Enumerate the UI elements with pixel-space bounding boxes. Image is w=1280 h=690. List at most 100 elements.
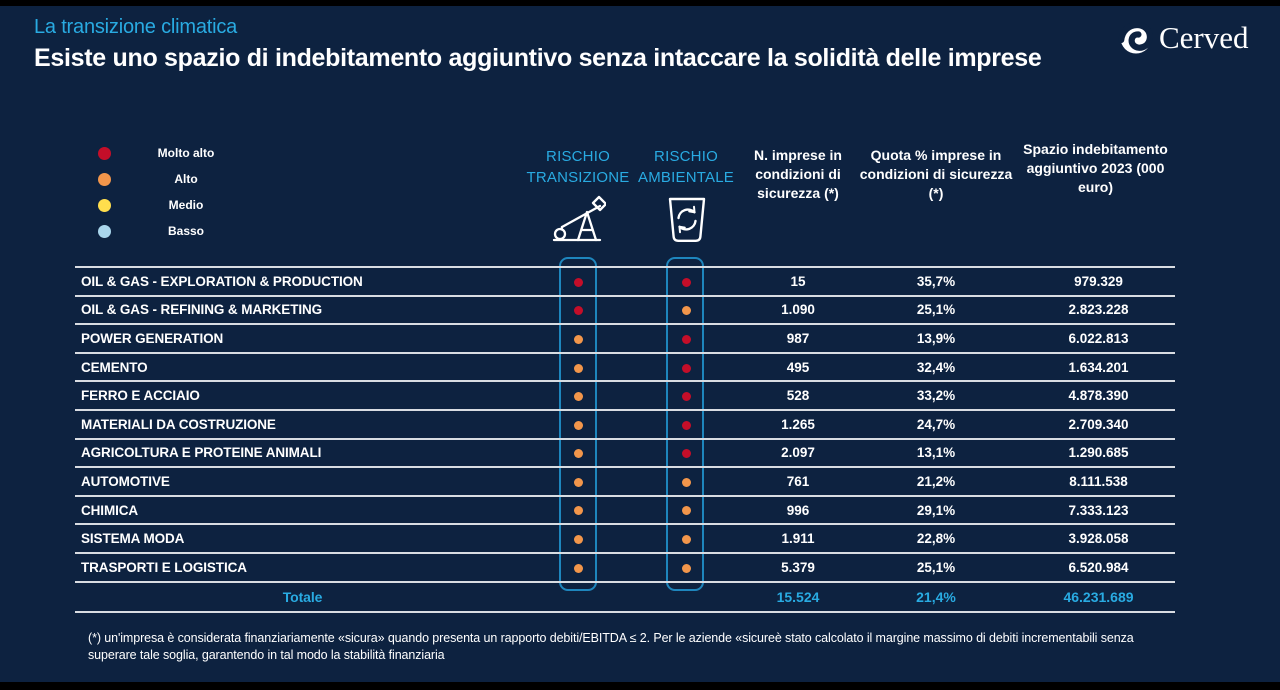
environment-risk-dot [681,420,691,430]
sector-name: POWER GENERATION [81,330,224,346]
quota-value: 32,4% [916,359,956,375]
environment-risk-cell [626,560,746,575]
transition-risk-cell [530,360,626,375]
table-row: CEMENTO 495 32,4% 1.634.201 [75,351,1175,381]
n-imprese-value: 5.379 [781,559,815,575]
sector-name: OIL & GAS - EXPLORATION & PRODUCTION [81,273,363,289]
environment-risk-cell [626,302,746,317]
table-row: CHIMICA 996 29,1% 7.333.123 [75,494,1175,524]
environment-risk-highlight-box [666,257,704,591]
legend-dot-icon [98,146,111,160]
sector-name: CHIMICA [81,502,139,518]
quota-value: 22,8% [916,531,956,547]
legend-dot-icon [98,172,111,186]
environment-risk-dot [681,277,691,287]
spazio-value: 7.333.123 [1068,502,1129,518]
spazio-value: 1.290.685 [1068,445,1129,461]
spazio-value: 2.823.228 [1068,302,1129,318]
environment-risk-cell [626,388,746,403]
column-header-spazio: Spazio indebitamento aggiuntivo 2023 (00… [1023,141,1168,195]
footnote: (*) un'impresa è considerata finanziaria… [88,631,1134,662]
sector-name: CEMENTO [81,359,148,375]
sector-name: SISTEMA MODA [81,531,185,547]
n-imprese-value: 1.090 [781,302,815,318]
environment-risk-dot [681,306,691,316]
table-row: AUTOMOTIVE 761 21,2% 8.111.538 [75,466,1175,495]
total-label: Totale [282,588,323,605]
cerved-logo-icon [1118,20,1154,56]
total-row: Totale 15.524 21,4% 46.231.689 [75,580,1175,613]
spazio-value: 8.111.538 [1069,473,1128,489]
transition-risk-dot [573,506,583,516]
sector-table: OIL & GAS - EXPLORATION & PRODUCTION 15 35… [75,266,1175,613]
quota-value: 33,2% [916,388,956,404]
transition-risk-cell [530,560,626,575]
table-row: MATERIALI DA COSTRUZIONE 1.265 24,7% 2.709.… [75,408,1175,438]
sector-name: AGRICOLTURA E PROTEINE ANIMALI [81,445,322,461]
n-imprese-value: 15 [790,273,806,289]
environment-risk-dot [681,477,691,487]
n-imprese-value: 495 [786,359,810,375]
environment-risk-cell [626,445,746,460]
n-imprese-value: 1.265 [781,416,815,432]
table-row: SISTEMA MODA 1.911 22,8% 3.928.058 [75,523,1175,552]
environment-risk-dot [681,506,691,516]
transition-risk-cell [530,474,626,489]
spazio-value: 3.928.058 [1068,531,1129,547]
column-header-n-imprese: N. imprese in condizioni di sicurezza (*… [754,147,842,201]
n-imprese-value: 1.911 [781,531,815,547]
legend-label: Medio [168,198,204,212]
transition-risk-cell [530,503,626,518]
environment-risk-dot [681,535,691,545]
environment-risk-cell [626,417,746,432]
transition-risk-cell [530,388,626,403]
column-header-quota: Quota % imprese in condizioni di sicurez… [859,147,1013,201]
transition-risk-dot [573,449,583,459]
sector-name: OIL & GAS - REFINING & MARKETING [81,302,323,318]
spazio-value: 6.520.984 [1068,559,1129,575]
environment-risk-dot [681,363,691,373]
legend-dot-icon [98,224,111,238]
table-row: OIL & GAS - EXPLORATION & PRODUCTION 15 35… [75,266,1175,295]
quota-value: 25,1% [916,302,956,318]
transition-risk-cell [530,331,626,346]
table-row: POWER GENERATION 987 13,9% 6.022.813 [75,323,1175,352]
transition-risk-cell [530,274,626,289]
sector-name: AUTOMOTIVE [81,473,170,489]
transition-risk-dot [573,420,583,430]
n-imprese-value: 2.097 [781,445,815,461]
oil-pump-icon [550,194,606,244]
legend-item: Alto [98,166,261,192]
slide-kicker: La transizione climatica [34,16,238,38]
spazio-value: 4.878.390 [1068,388,1129,404]
transition-risk-cell [530,302,626,317]
environment-risk-cell [626,331,746,346]
quota-value: 21,2% [916,473,956,489]
environment-risk-cell [626,531,746,546]
table-row: AGRICOLTURA E PROTEINE ANIMALI 2.097 13,1%… [75,437,1175,467]
legend-label: Basso [167,224,205,238]
top-black-bar [0,0,1280,6]
sector-name: MATERIALI DA COSTRUZIONE [81,416,276,432]
spazio-value: 2.709.340 [1068,416,1129,432]
transition-risk-dot [573,334,583,344]
environment-risk-dot [681,392,691,402]
transition-risk-dot [573,306,583,316]
slide-title: Esiste uno spazio di indebitamento aggiu… [34,44,1042,72]
n-imprese-value: 987 [786,330,810,346]
cerved-logo-wordmark: Cerved [1159,20,1249,55]
transition-risk-dot [573,563,583,573]
column-header-rischio-transizione: RISCHIO TRANSIZIONE [526,148,630,186]
quota-value: 25,1% [916,559,956,575]
table-row: OIL & GAS - REFINING & MARKETING 1.090 25,… [75,294,1175,324]
transition-risk-dot [573,363,583,373]
transition-risk-dot [573,535,583,545]
table-row: TRASPORTI E LOGISTICA 5.379 25,1% 6.520.984 [75,551,1175,581]
cerved-logo: Cerved [1118,20,1249,56]
transition-risk-cell [530,445,626,460]
sector-name: TRASPORTI E LOGISTICA [81,559,247,575]
quota-value: 29,1% [916,502,956,518]
n-imprese-value: 528 [786,388,810,404]
transition-risk-cell [530,417,626,432]
recycle-bin-icon [665,196,709,244]
